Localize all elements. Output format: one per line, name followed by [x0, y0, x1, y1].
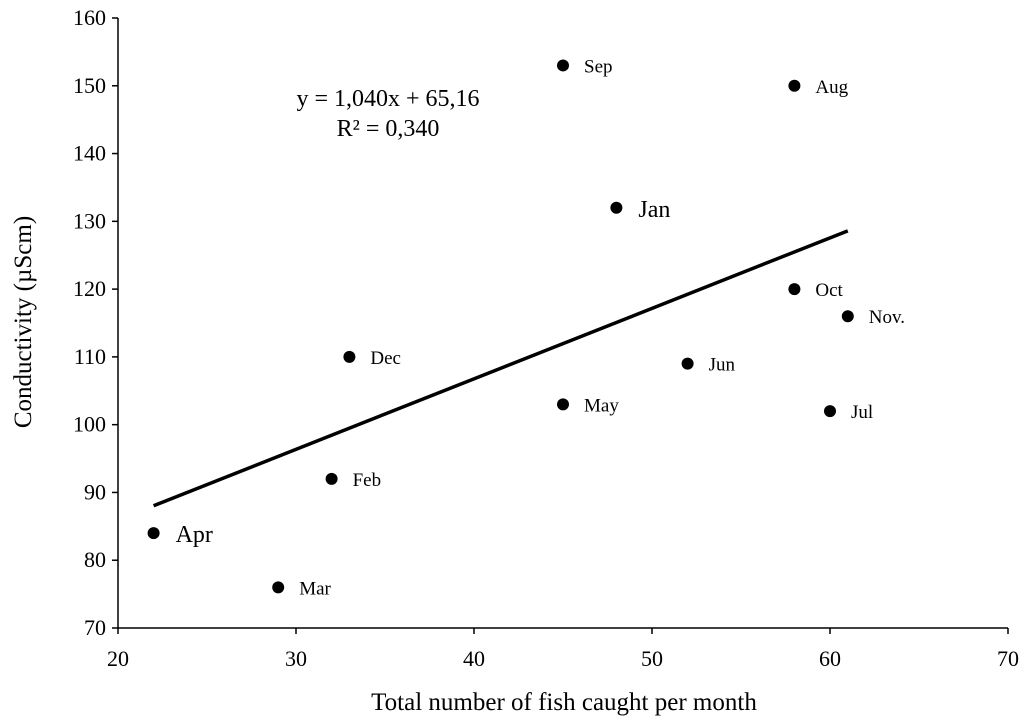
- x-tick-label: 40: [463, 646, 485, 671]
- data-point: [824, 405, 836, 418]
- point-label: Jan: [638, 197, 670, 223]
- x-tick-label: 20: [107, 646, 129, 671]
- data-points: Jan Feb Mar Apr May Jun Jul Aug Sep Oct Nov. Dec: [147, 56, 905, 599]
- trendline-equation: y = 1,040x + 65,16 R² = 0,340: [296, 86, 479, 142]
- point-label: May: [584, 395, 619, 416]
- point-label: Sep: [584, 56, 613, 77]
- data-point: [325, 472, 338, 485]
- point-label: Nov.: [869, 307, 905, 328]
- y-tick-label: 160: [73, 5, 106, 30]
- data-point: [610, 201, 623, 214]
- point-label: Mar: [299, 578, 331, 599]
- x-ticks: 20 30 40 50 60 70: [107, 628, 1019, 671]
- data-point: [557, 59, 569, 72]
- data-point: [788, 79, 801, 92]
- point-label: Jul: [851, 402, 873, 423]
- data-point: [272, 581, 285, 594]
- y-tick-label: 80: [84, 547, 106, 572]
- y-tick-label: 130: [73, 208, 106, 233]
- data-point: [788, 283, 801, 296]
- y-tick-label: 120: [73, 276, 106, 301]
- point-label: Aug: [815, 77, 848, 98]
- data-point: [147, 527, 160, 540]
- data-point: [343, 350, 356, 363]
- y-tick-label: 150: [73, 73, 106, 98]
- point-label: Apr: [176, 522, 213, 548]
- x-axis-title: Total number of fish caught per month: [371, 689, 757, 716]
- axes: [117, 18, 1008, 629]
- x-tick-label: 60: [819, 646, 841, 671]
- y-tick-label: 140: [73, 141, 106, 166]
- r-squared-text: R² = 0,340: [337, 116, 440, 142]
- point-label: Dec: [370, 348, 401, 369]
- data-point: [841, 310, 854, 323]
- data-point: [681, 357, 694, 370]
- y-tick-label: 70: [84, 615, 106, 640]
- y-ticks: 70 80 90 100 110 120 130 140 150 160: [73, 5, 118, 640]
- equation-text: y = 1,040x + 65,16: [296, 86, 479, 112]
- point-label: Oct: [815, 280, 843, 301]
- data-point: [557, 398, 569, 411]
- y-axis-title: Conductivity (µScm): [10, 216, 37, 428]
- point-label: Feb: [353, 470, 382, 491]
- x-tick-label: 70: [997, 646, 1019, 671]
- point-label: Jun: [709, 355, 736, 376]
- trendline: [152, 229, 849, 508]
- y-tick-label: 110: [74, 344, 106, 369]
- x-tick-label: 50: [641, 646, 663, 671]
- y-tick-label: 90: [84, 479, 106, 504]
- y-tick-label: 100: [73, 412, 106, 437]
- x-tick-label: 30: [285, 646, 307, 671]
